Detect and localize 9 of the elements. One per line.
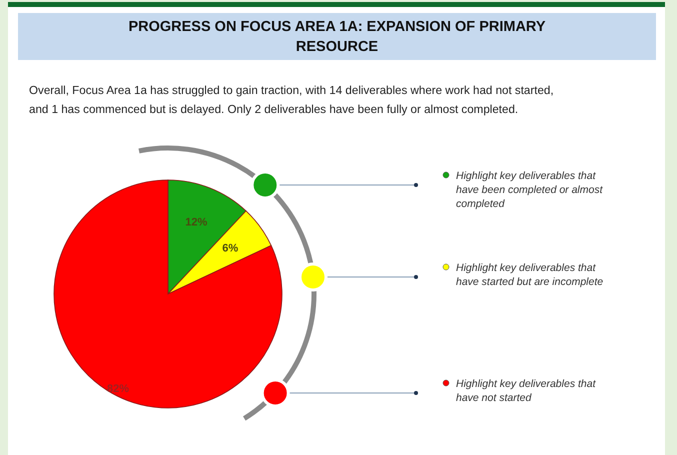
legend-label: Highlight key deliverables that have been completed or almost completed [456, 170, 604, 210]
data-label: 6% [222, 242, 238, 255]
chart-title: PROGRESS ON FOCUS AREA 1A: EXPANSION OF PRIMARY RESOURCE [128, 19, 546, 55]
legend-label: Highlight key deliverables that have started but are incomplete [456, 262, 604, 288]
data-label: 12% [185, 216, 208, 228]
chart-subtitle: Overall, Focus Area 1a has struggled to gain traction, with 14 deliverables where work had not started, and 1 has commenced but is delayed. Only 2 deliverables have been fully or almost completed. [29, 84, 554, 116]
pie-slice [54, 180, 282, 408]
data-label: 82% [106, 382, 130, 395]
legend-label: Highlight key deliverables that have not started [456, 378, 597, 404]
